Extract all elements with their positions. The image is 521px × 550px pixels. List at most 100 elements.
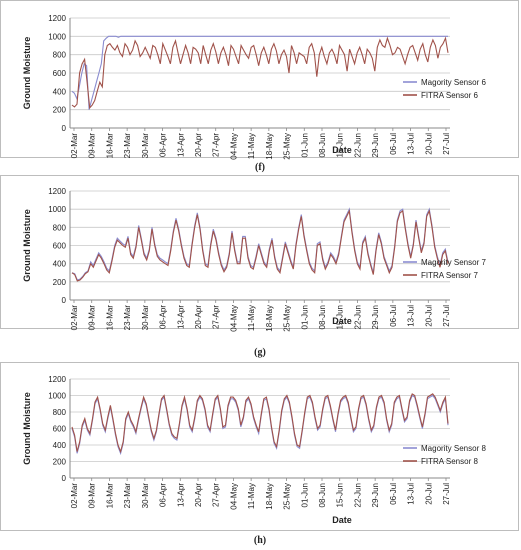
x-tick-label: 20-Apr [194, 483, 203, 507]
x-tick-label: 27-Jul [442, 133, 451, 155]
panel-caption: (g) [254, 347, 266, 358]
x-tick-label: 29-Jun [371, 133, 380, 157]
y-tick-label: 400 [53, 87, 67, 96]
x-tick-label: 02-Mar [70, 133, 79, 159]
x-tick-label: 30-Mar [141, 133, 150, 159]
y-tick-label: 1200 [48, 375, 66, 384]
x-tick-label: 04-May [229, 305, 238, 332]
x-tick-label: 27-Jul [442, 305, 451, 327]
x-tick-label: 13-Apr [176, 483, 185, 507]
y-tick-label: 1000 [48, 205, 66, 214]
x-tick-label: 22-Jun [353, 483, 362, 507]
y-tick-label: 0 [62, 124, 67, 133]
x-tick-label: 25-May [283, 305, 292, 332]
chart-panel-3: 0 200 400 600 800 1000 1200 02-Mar 09-Mar 16-Mar 2… [0, 362, 519, 531]
x-tick-label: 02-Mar [70, 305, 79, 331]
x-tick-label: 09-Mar [88, 133, 97, 159]
legend-label: Magority Sensor 7 [421, 258, 486, 267]
legend-label: FITRA Sensor 6 [421, 91, 478, 100]
panel-caption: (f) [255, 162, 265, 173]
y-axis-title: Ground Moisture [22, 209, 32, 282]
x-tick-label: 27-Apr [212, 483, 221, 507]
y-tick-label: 200 [53, 458, 67, 467]
x-tick-label: 29-Jun [371, 483, 380, 507]
x-tick-label: 08-Jun [318, 483, 327, 507]
x-tick-label: 18-May [265, 133, 274, 160]
chart-border [0, 175, 519, 329]
x-tick-label: 06-Apr [159, 305, 168, 329]
x-tick-label: 22-Jun [353, 133, 362, 157]
x-tick-label: 08-Jun [318, 133, 327, 157]
x-tick-label: 25-May [283, 483, 292, 510]
x-tick-label: 09-Mar [88, 483, 97, 509]
x-tick-label: 06-Apr [159, 133, 168, 157]
x-tick-label: 13-Jul [407, 305, 416, 327]
series-line-2 [71, 36, 449, 110]
x-tick-label: 06-Jul [389, 305, 398, 327]
series-line-1 [71, 35, 448, 110]
y-tick-label: 600 [53, 242, 67, 251]
y-tick-label: 400 [53, 441, 67, 450]
series-line-2 [71, 393, 449, 454]
x-tick-label: 15-Jun [336, 483, 345, 507]
legend-label: Magority Sensor 8 [421, 444, 486, 453]
y-tick-label: 0 [62, 474, 67, 483]
x-tick-label: 02-Mar [70, 483, 79, 509]
x-tick-label: 04-May [229, 483, 238, 510]
x-tick-label: 13-Jul [407, 483, 416, 505]
x-tick-label: 20-Jul [424, 305, 433, 327]
y-tick-label: 800 [53, 408, 67, 417]
x-tick-label: 01-Jun [300, 483, 309, 507]
y-tick-label: 0 [62, 296, 67, 305]
x-tick-label: 20-Jul [424, 483, 433, 505]
x-tick-label: 16-Mar [105, 483, 114, 509]
y-tick-label: 800 [53, 51, 67, 60]
y-axis-title: Ground Moisture [22, 37, 32, 110]
x-tick-label: 20-Jul [424, 133, 433, 155]
x-tick-label: 11-May [247, 305, 256, 331]
x-tick-label: 11-May [247, 483, 256, 509]
y-tick-label: 200 [53, 278, 67, 287]
y-tick-label: 1000 [48, 392, 66, 401]
x-tick-label: 23-Mar [123, 483, 132, 509]
series-line-2 [71, 209, 449, 282]
y-tick-label: 800 [53, 223, 67, 232]
x-tick-label: 06-Jul [389, 483, 398, 505]
x-tick-label: 27-Apr [212, 305, 221, 329]
y-tick-label: 400 [53, 260, 67, 269]
y-tick-label: 1000 [48, 32, 66, 41]
x-tick-label: 08-Jun [318, 305, 327, 329]
x-tick-label: 30-Mar [141, 483, 150, 509]
legend-label: Magority Sensor 6 [421, 78, 486, 87]
x-tick-label: 18-May [265, 483, 274, 510]
x-tick-label: 16-Mar [105, 305, 114, 331]
x-tick-label: 09-Mar [88, 305, 97, 331]
x-tick-label: 13-Apr [176, 133, 185, 157]
x-axis-title: Date [332, 515, 352, 525]
x-tick-label: 23-Mar [123, 305, 132, 331]
x-tick-label: 15-Jun [336, 133, 345, 157]
y-tick-label: 1200 [48, 187, 66, 196]
y-tick-label: 200 [53, 106, 67, 115]
x-tick-label: 15-Jun [336, 305, 345, 329]
legend-label: FITRA Sensor 8 [421, 457, 478, 466]
x-tick-label: 23-Mar [123, 133, 132, 159]
x-tick-label: 27-Jul [442, 483, 451, 505]
y-tick-label: 600 [53, 425, 67, 434]
x-tick-label: 22-Jun [353, 305, 362, 329]
x-axis-title: Date [332, 316, 352, 326]
x-tick-label: 25-May [283, 133, 292, 160]
x-tick-label: 06-Jul [389, 133, 398, 155]
x-tick-label: 20-Apr [194, 133, 203, 157]
x-tick-label: 29-Jun [371, 305, 380, 329]
x-tick-label: 20-Apr [194, 305, 203, 329]
x-tick-label: 30-Mar [141, 305, 150, 331]
x-tick-label: 01-Jun [300, 133, 309, 157]
y-tick-label: 600 [53, 69, 67, 78]
x-tick-label: 13-Apr [176, 305, 185, 329]
x-tick-label: 18-May [265, 305, 274, 332]
x-tick-label: 01-Jun [300, 305, 309, 329]
x-tick-label: 13-Jul [407, 133, 416, 155]
x-tick-label: 06-Apr [159, 483, 168, 507]
